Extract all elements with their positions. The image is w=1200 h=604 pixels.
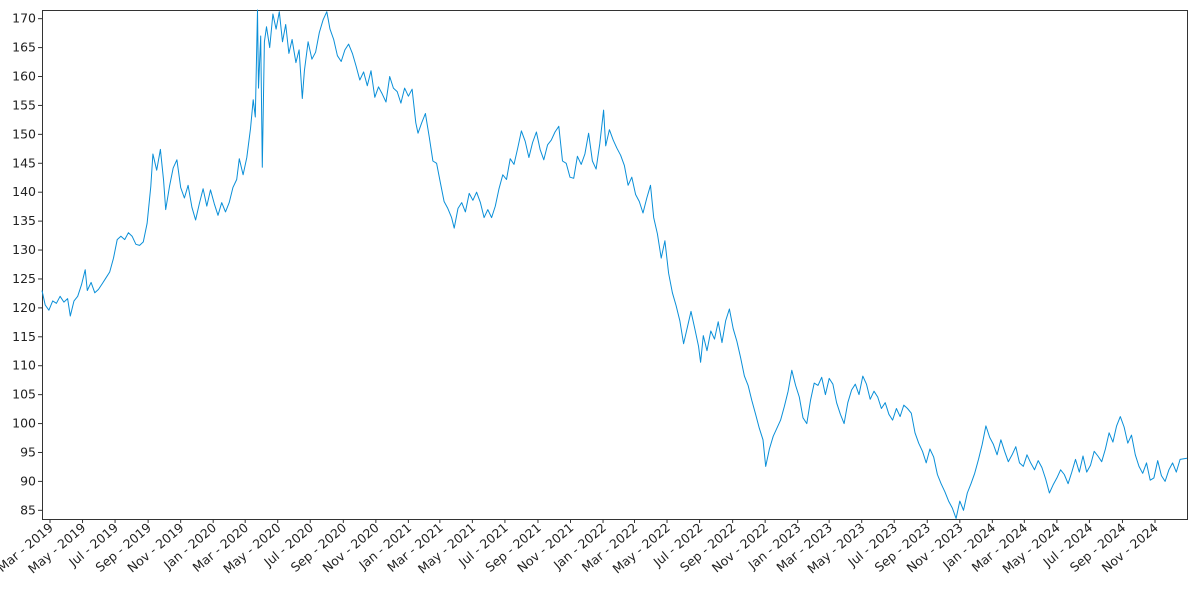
y-tick-label: 110 xyxy=(12,358,36,373)
y-axis: 85 90 95 100 105 110 115 120 125 130 135 140 145 150 1… xyxy=(12,11,42,517)
y-tick-label: 155 xyxy=(12,97,36,112)
y-tick-label: 120 xyxy=(12,300,36,315)
series-line xyxy=(41,9,1188,519)
y-tick-label: 150 xyxy=(12,126,36,141)
y-tick-label: 170 xyxy=(12,11,36,26)
y-tick-label: 125 xyxy=(12,271,36,286)
y-tick-label: 135 xyxy=(12,213,36,228)
series-layer xyxy=(41,9,1188,519)
y-tick-label: 85 xyxy=(20,502,36,517)
y-tick-label: 145 xyxy=(12,155,36,170)
y-tick-label: 90 xyxy=(20,473,36,488)
plot-area xyxy=(42,10,1188,520)
y-tick-label: 95 xyxy=(20,444,36,459)
y-tick-label: 165 xyxy=(12,40,36,55)
y-tick-label: 115 xyxy=(12,329,36,344)
y-tick-label: 130 xyxy=(12,242,36,257)
y-tick-label: 100 xyxy=(12,416,36,431)
y-tick-label: 140 xyxy=(12,184,36,199)
y-tick-label: 105 xyxy=(12,387,36,402)
y-tick-label: 160 xyxy=(12,69,36,84)
